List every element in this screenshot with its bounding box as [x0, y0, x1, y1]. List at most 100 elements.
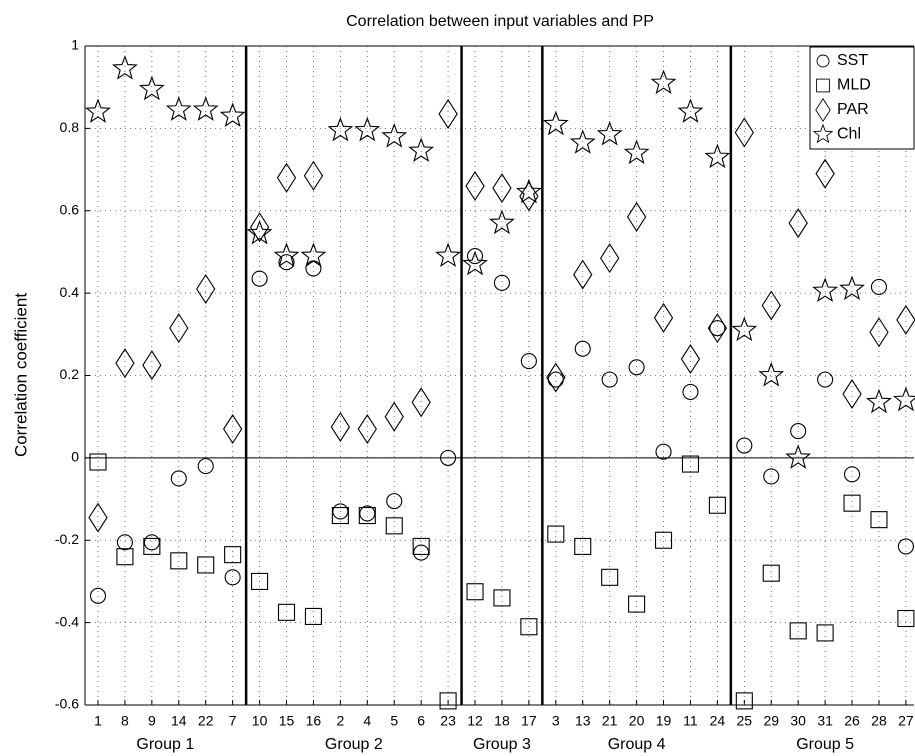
point [143, 537, 161, 555]
point [466, 248, 484, 265]
point [224, 569, 241, 586]
x-tick-label: 14 [171, 713, 187, 729]
point [682, 383, 699, 401]
point [466, 583, 484, 601]
point [654, 531, 673, 549]
point [224, 546, 242, 564]
x-tick-label: 30 [790, 713, 806, 729]
y-tick-label: 1 [71, 37, 79, 53]
point [681, 455, 700, 473]
point [411, 387, 431, 418]
legend-label: Chl [837, 126, 861, 143]
point [843, 466, 861, 483]
point [116, 548, 134, 566]
x-tick-label: 8 [121, 713, 129, 729]
point [112, 55, 138, 80]
point [708, 496, 726, 514]
point [788, 208, 808, 239]
point [249, 212, 270, 243]
point [170, 552, 188, 570]
point [440, 449, 457, 466]
x-tick-label: 21 [602, 713, 618, 729]
point [623, 139, 650, 165]
x-tick-label: 18 [494, 713, 510, 729]
point [519, 181, 539, 212]
point [785, 444, 812, 469]
point [88, 502, 108, 533]
point [330, 411, 351, 443]
point [138, 75, 165, 101]
point [574, 537, 592, 555]
point [655, 443, 672, 460]
point [197, 458, 214, 475]
point [763, 468, 780, 485]
point [305, 260, 322, 277]
point [165, 96, 192, 121]
point [734, 117, 754, 148]
y-tick-label: 0.2 [60, 366, 80, 382]
point [574, 340, 591, 357]
point [758, 361, 785, 387]
point [251, 572, 269, 590]
point [761, 290, 781, 321]
point [731, 316, 758, 342]
point [246, 219, 273, 245]
point [277, 603, 296, 621]
y-tick-label: -0.6 [55, 696, 79, 712]
point [812, 277, 839, 303]
point [385, 517, 403, 535]
point [492, 173, 512, 204]
point [408, 137, 435, 163]
point [842, 379, 862, 410]
point [653, 302, 674, 333]
point [628, 359, 645, 376]
point [273, 242, 300, 268]
point [546, 362, 566, 393]
point [896, 304, 915, 335]
point [462, 250, 488, 276]
point [197, 556, 215, 574]
y-tick-label: -0.2 [55, 531, 79, 547]
x-tick-label: 15 [279, 713, 295, 729]
point [413, 544, 430, 561]
y-tick-label: -0.4 [55, 613, 79, 629]
x-tick-label: 10 [252, 713, 268, 729]
point [870, 511, 888, 529]
point [839, 275, 865, 300]
y-tick-label: 0.4 [60, 284, 80, 300]
x-tick-label: 4 [363, 713, 371, 729]
point [573, 259, 593, 290]
point [870, 278, 888, 295]
point [143, 534, 160, 551]
x-tick-label: 7 [229, 713, 237, 729]
legend-label: MLD [837, 77, 871, 94]
legend-marker [816, 78, 830, 93]
point [412, 537, 430, 555]
point [169, 313, 189, 344]
point [866, 388, 892, 414]
x-tick-label: 23 [440, 713, 456, 729]
point [357, 414, 377, 445]
point [493, 589, 511, 607]
point [789, 622, 807, 640]
point [438, 98, 458, 129]
point [628, 595, 646, 613]
x-tick-label: 25 [737, 713, 753, 729]
point [520, 618, 538, 636]
legend-marker [812, 123, 834, 144]
point [843, 494, 861, 512]
point [547, 525, 565, 543]
y-axis-label: Correlation coefficient [11, 293, 30, 457]
point [869, 317, 889, 348]
x-tick-label: 27 [898, 713, 914, 729]
legend-marker [815, 97, 831, 123]
point [547, 371, 564, 388]
point [493, 274, 511, 291]
legend-label: SST [837, 52, 868, 69]
point [515, 178, 542, 204]
x-tick-label: 20 [629, 713, 645, 729]
point [327, 116, 354, 142]
point [704, 143, 731, 169]
point [897, 609, 915, 628]
point [815, 158, 835, 189]
